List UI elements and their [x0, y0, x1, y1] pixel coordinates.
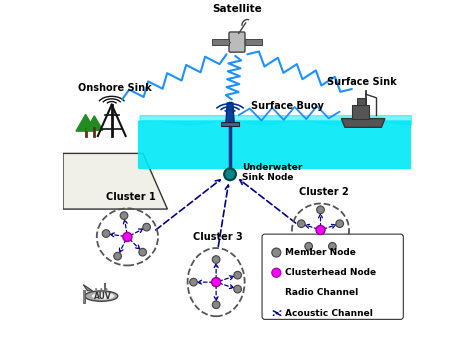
Circle shape: [120, 212, 128, 219]
Ellipse shape: [92, 292, 114, 300]
Text: Member Node: Member Node: [285, 248, 356, 257]
Bar: [221, 122, 239, 126]
Text: Onshore Sink: Onshore Sink: [78, 82, 152, 92]
Bar: [357, 98, 366, 105]
Bar: [352, 105, 369, 118]
Circle shape: [328, 242, 336, 250]
Circle shape: [224, 168, 236, 180]
Circle shape: [100, 288, 102, 290]
Circle shape: [123, 232, 132, 241]
Text: AUV: AUV: [94, 291, 112, 301]
Circle shape: [336, 220, 344, 228]
Circle shape: [234, 285, 241, 293]
Circle shape: [316, 226, 325, 234]
FancyBboxPatch shape: [138, 120, 413, 169]
Circle shape: [190, 278, 197, 286]
Circle shape: [143, 223, 150, 231]
Circle shape: [114, 252, 121, 260]
Text: Cluster 1: Cluster 1: [106, 192, 156, 202]
Polygon shape: [63, 154, 167, 209]
FancyBboxPatch shape: [262, 234, 403, 319]
Polygon shape: [83, 285, 92, 291]
Circle shape: [211, 277, 220, 287]
Circle shape: [102, 230, 110, 237]
Bar: [245, 39, 262, 45]
Text: Radio Channel: Radio Channel: [285, 289, 358, 297]
Text: Surface Sink: Surface Sink: [328, 77, 397, 87]
Circle shape: [298, 220, 305, 228]
Text: Cluster 3: Cluster 3: [193, 232, 243, 242]
Circle shape: [234, 271, 241, 279]
Circle shape: [139, 248, 146, 256]
Polygon shape: [341, 118, 385, 127]
Circle shape: [106, 288, 108, 290]
Circle shape: [95, 288, 97, 290]
Polygon shape: [226, 103, 234, 124]
Text: Satellite: Satellite: [212, 4, 262, 14]
Circle shape: [272, 268, 281, 277]
Circle shape: [305, 242, 312, 250]
Bar: [212, 39, 229, 45]
Text: Surface Buoy: Surface Buoy: [251, 101, 324, 111]
FancyBboxPatch shape: [229, 32, 245, 52]
Text: Acoustic Channel: Acoustic Channel: [285, 309, 373, 318]
Text: Underwater
Sink Node: Underwater Sink Node: [242, 163, 302, 182]
Text: Clusterhead Node: Clusterhead Node: [285, 268, 376, 277]
Circle shape: [212, 301, 220, 309]
Ellipse shape: [85, 291, 118, 301]
Circle shape: [272, 248, 281, 257]
Text: Cluster 2: Cluster 2: [299, 187, 349, 197]
Circle shape: [317, 206, 324, 214]
Circle shape: [212, 256, 220, 263]
